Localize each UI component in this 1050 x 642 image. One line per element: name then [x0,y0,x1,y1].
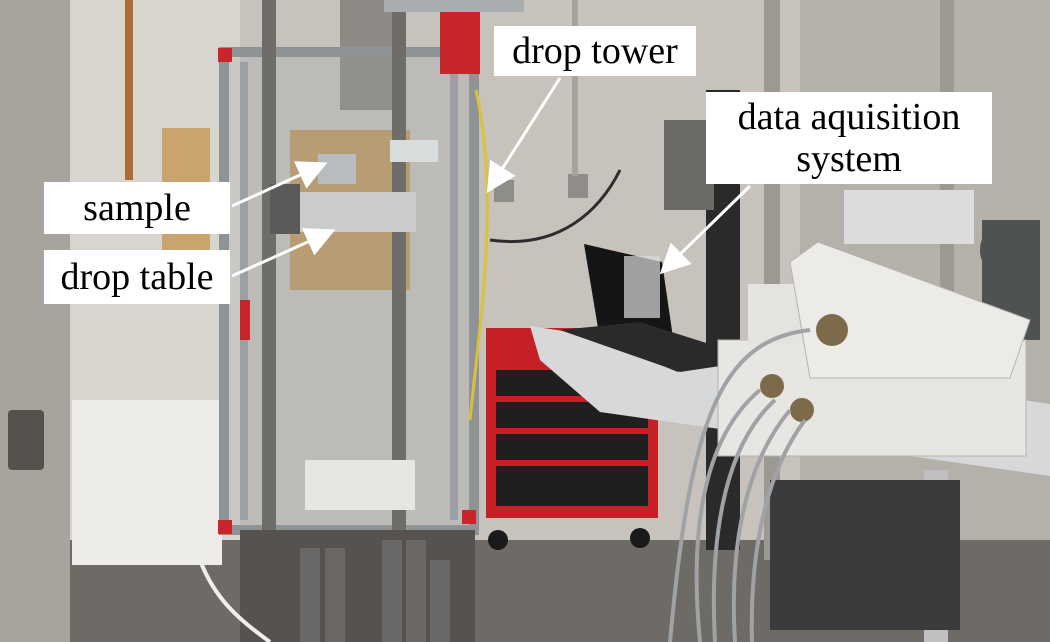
laptop [560,244,760,372]
data-acquisition-label: data aquisition system [706,92,992,184]
drop-tower [218,0,524,540]
sample-block [318,154,356,184]
white-panel [72,400,222,565]
copper-pipe [125,0,133,180]
data-acquisition-label-line2: system [796,138,902,180]
door-frame [0,0,70,642]
cable-bundle [668,328,811,642]
data-acquisition-label-line1: data aquisition [737,96,961,138]
test-machine-column [764,0,780,560]
drop-table-label: drop table [44,250,230,304]
sample-label: sample [44,182,230,234]
daq-system [717,190,1031,457]
drop-tower-label: drop tower [494,26,696,76]
drop-table-block [296,192,416,232]
conduit [572,0,578,176]
